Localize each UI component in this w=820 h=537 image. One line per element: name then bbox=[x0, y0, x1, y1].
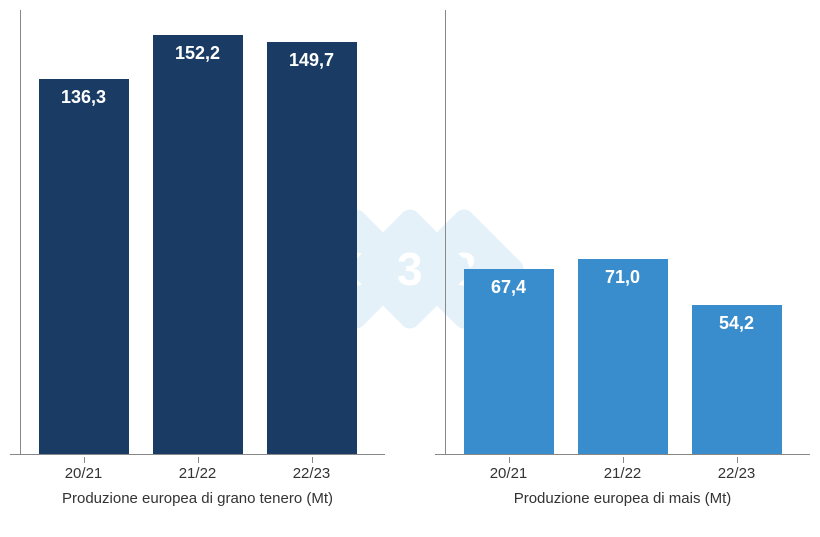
wheat-chart: 136,3 152,2 149,7 20/21 21/22 22/23 Prod… bbox=[10, 10, 385, 507]
maize-bar-0: 67,4 bbox=[464, 269, 554, 454]
maize-bar-1-rect bbox=[578, 259, 668, 454]
wheat-axis-label: Produzione europea di grano tenero (Mt) bbox=[10, 490, 385, 507]
wheat-bar-0: 136,3 bbox=[39, 79, 129, 454]
maize-bar-2-label: 54,2 bbox=[692, 313, 782, 334]
wheat-plot-area: 136,3 152,2 149,7 bbox=[10, 10, 385, 455]
maize-bar-2: 54,2 bbox=[692, 305, 782, 454]
maize-bar-1-label: 71,0 bbox=[578, 267, 668, 288]
maize-chart: 67,4 71,0 54,2 20/21 21/22 22/23 Produzi… bbox=[435, 10, 810, 507]
maize-tick-1: 21/22 bbox=[578, 457, 668, 482]
maize-bar-1: 71,0 bbox=[578, 259, 668, 454]
maize-tick-0: 20/21 bbox=[464, 457, 554, 482]
wheat-bar-1: 152,2 bbox=[153, 35, 243, 454]
wheat-tick-2: 22/23 bbox=[267, 457, 357, 482]
wheat-bar-1-label: 152,2 bbox=[153, 43, 243, 64]
maize-plot-area: 67,4 71,0 54,2 bbox=[435, 10, 810, 455]
maize-axis-label: Produzione europea di mais (Mt) bbox=[435, 490, 810, 507]
maize-tick-row: 20/21 21/22 22/23 bbox=[435, 457, 810, 482]
wheat-bar-2-label: 149,7 bbox=[267, 50, 357, 71]
maize-bar-0-label: 67,4 bbox=[464, 277, 554, 298]
chart-container: 136,3 152,2 149,7 20/21 21/22 22/23 Prod… bbox=[0, 0, 820, 537]
maize-tick-2: 22/23 bbox=[692, 457, 782, 482]
wheat-bar-2: 149,7 bbox=[267, 42, 357, 454]
wheat-bar-0-rect bbox=[39, 79, 129, 454]
wheat-bar-2-rect bbox=[267, 42, 357, 454]
wheat-bar-0-label: 136,3 bbox=[39, 87, 129, 108]
wheat-tick-0: 20/21 bbox=[39, 457, 129, 482]
wheat-bar-1-rect bbox=[153, 35, 243, 454]
wheat-tick-row: 20/21 21/22 22/23 bbox=[10, 457, 385, 482]
wheat-tick-1: 21/22 bbox=[153, 457, 243, 482]
